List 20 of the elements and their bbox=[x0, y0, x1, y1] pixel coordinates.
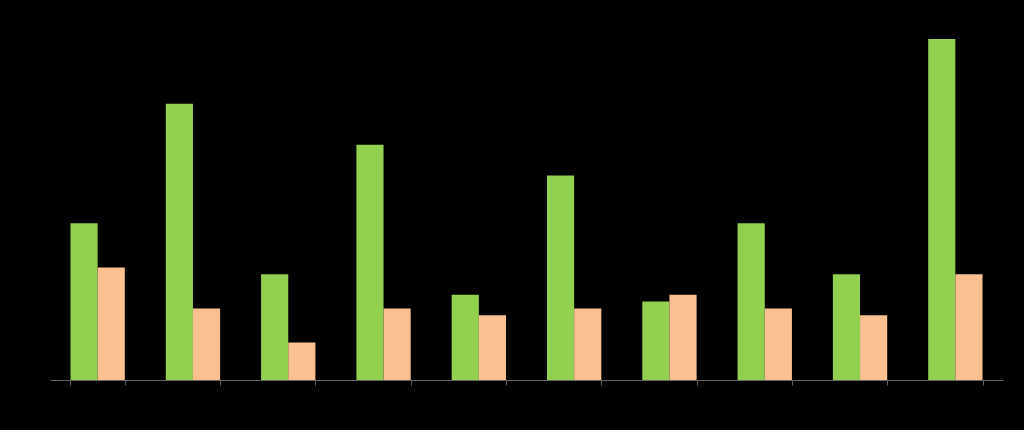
bar bbox=[97, 267, 125, 380]
bar bbox=[737, 223, 765, 380]
bar bbox=[860, 315, 888, 380]
bar bbox=[70, 223, 98, 380]
bar bbox=[383, 308, 411, 380]
bar bbox=[955, 274, 983, 380]
bar bbox=[764, 308, 792, 380]
bar bbox=[261, 274, 289, 380]
bar bbox=[928, 39, 956, 380]
bar bbox=[669, 294, 697, 380]
bar bbox=[642, 301, 670, 380]
bar bbox=[192, 308, 221, 380]
bar bbox=[356, 144, 384, 380]
bar bbox=[451, 294, 479, 380]
bar bbox=[832, 274, 861, 380]
bar bbox=[165, 103, 193, 380]
bar bbox=[574, 308, 602, 380]
bar bbox=[288, 342, 316, 380]
bar bbox=[546, 175, 575, 380]
bar bbox=[478, 315, 507, 380]
